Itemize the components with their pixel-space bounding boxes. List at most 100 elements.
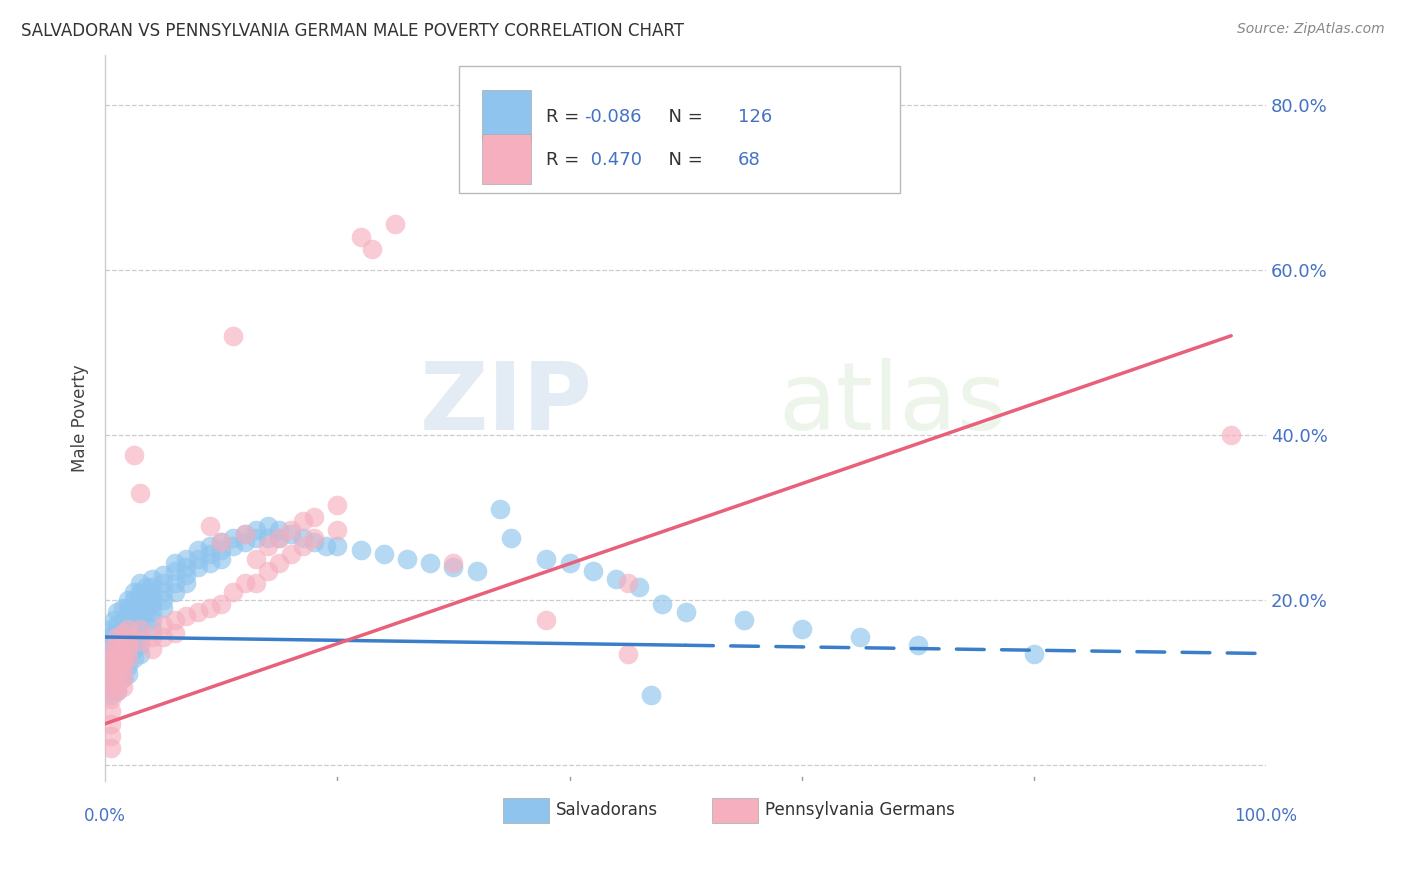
Point — [117, 650, 139, 665]
Point — [100, 669, 122, 683]
Point — [256, 564, 278, 578]
Point — [100, 650, 122, 665]
Point — [141, 614, 163, 628]
FancyBboxPatch shape — [482, 134, 531, 184]
FancyBboxPatch shape — [482, 90, 531, 140]
Point — [141, 581, 163, 595]
Point — [105, 630, 128, 644]
Point — [187, 605, 209, 619]
Point — [100, 683, 122, 698]
Point — [111, 663, 134, 677]
Point — [291, 531, 314, 545]
Point — [269, 531, 291, 545]
Point — [141, 605, 163, 619]
Point — [419, 556, 441, 570]
Point — [187, 551, 209, 566]
Point — [129, 605, 152, 619]
Point — [100, 642, 122, 657]
Point — [152, 617, 174, 632]
Point — [100, 622, 122, 636]
Point — [141, 642, 163, 657]
Point — [302, 510, 325, 524]
Point — [536, 551, 558, 566]
Point — [122, 626, 145, 640]
Point — [1022, 647, 1045, 661]
Point — [640, 688, 662, 702]
Point — [176, 559, 198, 574]
Point — [111, 647, 134, 661]
Point — [176, 551, 198, 566]
Point — [152, 568, 174, 582]
Point — [349, 229, 371, 244]
Point — [616, 576, 638, 591]
Point — [790, 622, 813, 636]
Point — [256, 531, 278, 545]
Point — [111, 655, 134, 669]
Point — [395, 551, 418, 566]
Point — [103, 626, 125, 640]
Text: ZIP: ZIP — [420, 358, 593, 450]
Point — [135, 597, 157, 611]
Point — [117, 634, 139, 648]
Point — [105, 650, 128, 665]
Text: 0.0%: 0.0% — [84, 807, 127, 825]
Point — [105, 647, 128, 661]
Point — [163, 626, 186, 640]
Point — [100, 630, 122, 644]
Point — [117, 659, 139, 673]
Point — [651, 597, 673, 611]
Point — [111, 663, 134, 677]
Point — [117, 634, 139, 648]
Point — [349, 543, 371, 558]
Point — [100, 647, 122, 661]
Point — [111, 671, 134, 685]
Point — [111, 671, 134, 685]
Point — [187, 559, 209, 574]
Point — [100, 659, 122, 673]
Text: 100.0%: 100.0% — [1234, 807, 1298, 825]
Point — [122, 609, 145, 624]
Point — [111, 647, 134, 661]
Point — [122, 634, 145, 648]
Point — [122, 584, 145, 599]
Point — [187, 543, 209, 558]
Point — [105, 638, 128, 652]
Point — [100, 704, 122, 718]
Point — [129, 647, 152, 661]
Point — [209, 535, 232, 549]
Point — [129, 576, 152, 591]
Point — [100, 650, 122, 665]
Point — [373, 548, 395, 562]
Point — [105, 675, 128, 690]
Point — [280, 526, 302, 541]
Point — [269, 523, 291, 537]
Text: 68: 68 — [738, 152, 761, 169]
Point — [100, 663, 122, 677]
Point — [152, 576, 174, 591]
Point — [129, 634, 152, 648]
Point — [907, 638, 929, 652]
Point — [141, 589, 163, 603]
Point — [326, 498, 349, 512]
Point — [233, 576, 256, 591]
Point — [129, 622, 152, 636]
Point — [141, 630, 163, 644]
Point — [209, 543, 232, 558]
Point — [122, 642, 145, 657]
Point — [100, 688, 122, 702]
Point — [302, 531, 325, 545]
Point — [848, 630, 870, 644]
Point — [176, 609, 198, 624]
Point — [163, 564, 186, 578]
Text: 126: 126 — [738, 108, 772, 126]
Point — [163, 556, 186, 570]
Point — [105, 683, 128, 698]
Point — [152, 592, 174, 607]
Point — [117, 642, 139, 657]
Text: R =: R = — [547, 108, 585, 126]
Point — [129, 630, 152, 644]
Point — [122, 650, 145, 665]
Point — [222, 539, 245, 553]
Point — [117, 609, 139, 624]
Point — [733, 614, 755, 628]
